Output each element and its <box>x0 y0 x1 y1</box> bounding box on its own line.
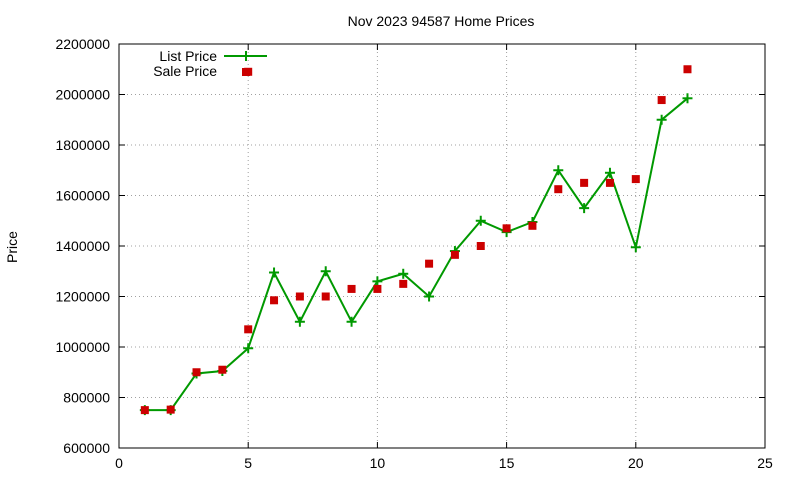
sale-price-point <box>554 185 563 194</box>
y-tick-label: 1600000 <box>55 188 110 204</box>
legend-label-list-price: List Price <box>159 48 217 64</box>
x-tick-label: 20 <box>628 455 644 471</box>
list-price-point <box>630 242 641 253</box>
y-tick-label: 2200000 <box>55 36 110 52</box>
list-price-point <box>398 268 409 279</box>
y-tick-label: 800000 <box>63 390 110 406</box>
list-price-point <box>424 291 435 302</box>
y-tick-label: 1400000 <box>55 238 110 254</box>
y-tick-label: 1000000 <box>55 339 110 355</box>
y-tick-labels: 600000 800000 1000000 1200000 1400000 1600000… <box>55 36 110 456</box>
sale-price-point <box>218 365 227 374</box>
sale-price-point <box>373 284 382 293</box>
sale-price-point <box>425 259 434 268</box>
sale-price-point <box>450 250 459 259</box>
legend-marker-list-price <box>241 51 251 61</box>
sale-price-point <box>502 224 511 233</box>
y-tick-label: 1200000 <box>55 289 110 305</box>
list-price-point <box>604 167 615 178</box>
legend: List Price Sale Price <box>153 48 267 79</box>
sale-price-point <box>605 178 614 187</box>
list-price-point <box>320 266 331 277</box>
list-price-point <box>579 203 590 214</box>
sale-price-point <box>244 325 253 334</box>
sale-price-point <box>399 279 408 288</box>
sale-price-point <box>657 96 666 105</box>
list-price-point <box>553 165 564 176</box>
sale-price-point <box>140 406 149 415</box>
sale-price-point <box>528 221 537 230</box>
list-price-point <box>346 316 357 327</box>
sale-price-point <box>347 284 356 293</box>
y-tick-label: 600000 <box>63 440 110 456</box>
list-price-point <box>656 114 667 125</box>
plot-frame <box>118 43 766 449</box>
x-tick-labels: 0 5 10 15 20 25 <box>115 455 773 471</box>
sale-price-point <box>270 296 279 305</box>
sale-price-point <box>166 405 175 414</box>
sale-price-point <box>631 175 640 184</box>
x-tick-label: 0 <box>115 455 123 471</box>
x-tick-label: 10 <box>370 455 386 471</box>
list-price-point <box>243 343 254 354</box>
list-price-line <box>144 97 689 412</box>
x-tick-label: 15 <box>499 455 515 471</box>
sale-price-point <box>580 178 589 187</box>
chart-title: Nov 2023 94587 Home Prices <box>348 13 535 29</box>
legend-marker-sale-price <box>242 68 250 76</box>
sale-price-point <box>295 292 304 301</box>
sale-price-point <box>321 292 330 301</box>
grid-lines <box>119 44 765 448</box>
x-tick-label: 25 <box>757 455 773 471</box>
sale-price-point <box>476 242 485 250</box>
list-price-point <box>269 267 280 278</box>
list-price-point <box>682 93 693 104</box>
y-tick-label: 2000000 <box>55 87 110 103</box>
sale-price-point <box>192 368 201 377</box>
sale-price-point <box>683 65 692 74</box>
x-tick-label: 5 <box>244 455 252 471</box>
legend-label-sale-price: Sale Price <box>153 63 217 79</box>
y-axis-label: Price <box>4 231 20 263</box>
list-price-point <box>294 316 305 327</box>
data-series <box>139 65 693 416</box>
list-price-point <box>372 276 383 287</box>
y-tick-label: 1800000 <box>55 137 110 153</box>
list-price-point <box>475 215 486 226</box>
